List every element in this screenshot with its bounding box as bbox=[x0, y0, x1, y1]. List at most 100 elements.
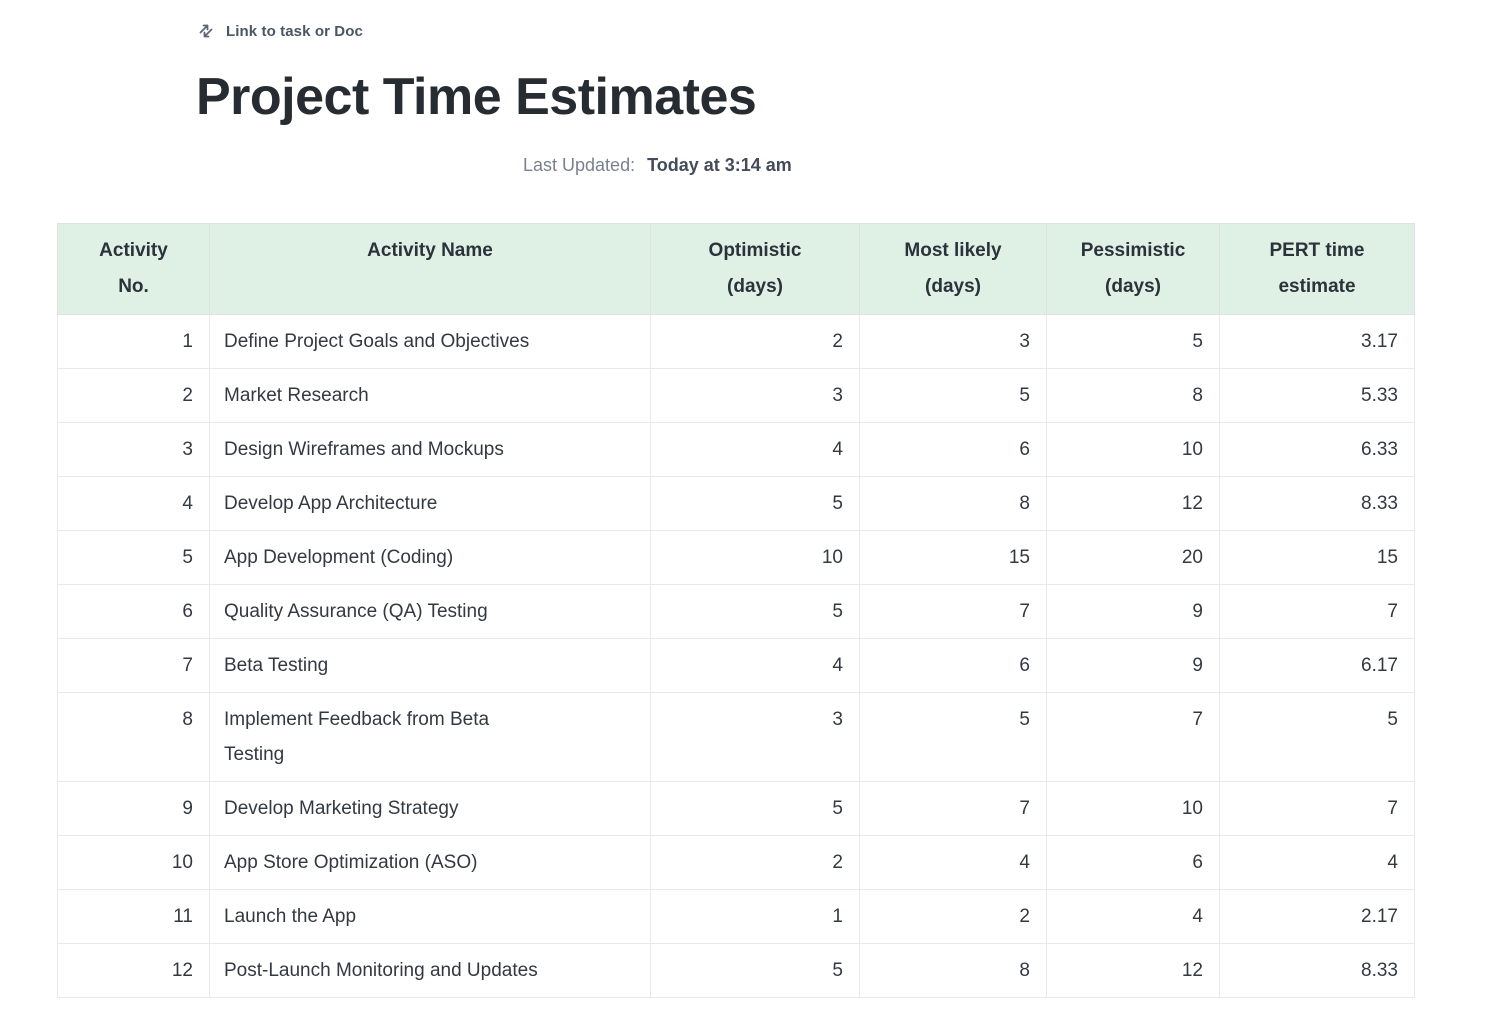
cell-optimistic[interactable]: 4 bbox=[650, 422, 860, 477]
cell-most_likely[interactable]: 5 bbox=[859, 692, 1047, 782]
cell-most_likely[interactable]: 6 bbox=[859, 638, 1047, 693]
cell-pert[interactable]: 8.33 bbox=[1219, 943, 1415, 998]
cell-pessimistic[interactable]: 4 bbox=[1046, 889, 1220, 944]
table-row: 5 App Development (Coding) 10 15 20 15 bbox=[57, 530, 1415, 585]
cell-most_likely[interactable]: 6 bbox=[859, 422, 1047, 477]
cell-pert[interactable]: 6.33 bbox=[1219, 422, 1415, 477]
last-updated-label: Last Updated: bbox=[523, 155, 636, 175]
cell-no[interactable]: 10 bbox=[57, 835, 210, 890]
table-row: 4 Develop App Architecture 5 8 12 8.33 bbox=[57, 476, 1415, 531]
page-title[interactable]: Project Time Estimates bbox=[196, 68, 757, 126]
link-to-task-button[interactable]: Link to task or Doc bbox=[196, 20, 1414, 42]
cell-no[interactable]: 2 bbox=[57, 368, 210, 423]
table-row: 2 Market Research 3 5 8 5.33 bbox=[57, 368, 1415, 423]
cell-pert[interactable]: 7 bbox=[1219, 781, 1415, 836]
cell-most_likely[interactable]: 8 bbox=[859, 476, 1047, 531]
cell-optimistic[interactable]: 5 bbox=[650, 943, 860, 998]
table-row: 1 Define Project Goals and Objectives 2 3 5 3… bbox=[57, 314, 1415, 369]
sync-arrows-icon bbox=[196, 21, 216, 41]
column-header[interactable]: Most likely (days) bbox=[859, 223, 1047, 315]
cell-most_likely[interactable]: 5 bbox=[859, 368, 1047, 423]
table-row: 10 App Store Optimization (ASO) 2 4 6 4 bbox=[57, 835, 1415, 890]
cell-optimistic[interactable]: 2 bbox=[650, 835, 860, 890]
cell-no[interactable]: 4 bbox=[57, 476, 210, 531]
cell-pessimistic[interactable]: 12 bbox=[1046, 476, 1220, 531]
cell-most_likely[interactable]: 8 bbox=[859, 943, 1047, 998]
cell-no[interactable]: 5 bbox=[57, 530, 210, 585]
cell-pert[interactable]: 3.17 bbox=[1219, 314, 1415, 369]
column-header[interactable]: Activity Name bbox=[209, 223, 651, 315]
cell-optimistic[interactable]: 3 bbox=[650, 692, 860, 782]
cell-no[interactable]: 7 bbox=[57, 638, 210, 693]
cell-pessimistic[interactable]: 9 bbox=[1046, 638, 1220, 693]
cell-pessimistic[interactable]: 9 bbox=[1046, 584, 1220, 639]
cell-name[interactable]: App Store Optimization (ASO) bbox=[209, 835, 651, 890]
cell-name[interactable]: Define Project Goals and Objectives bbox=[209, 314, 651, 369]
cell-pert[interactable]: 2.17 bbox=[1219, 889, 1415, 944]
cell-name[interactable]: Beta Testing bbox=[209, 638, 651, 693]
cell-pert[interactable]: 4 bbox=[1219, 835, 1415, 890]
cell-optimistic[interactable]: 5 bbox=[650, 781, 860, 836]
table-row: 8 Implement Feedback from Beta Testing 3 5 7… bbox=[57, 692, 1415, 782]
cell-no[interactable]: 1 bbox=[57, 314, 210, 369]
cell-name[interactable]: Post-Launch Monitoring and Updates bbox=[209, 943, 651, 998]
cell-no[interactable]: 9 bbox=[57, 781, 210, 836]
cell-pert[interactable]: 5.33 bbox=[1219, 368, 1415, 423]
cell-most_likely[interactable]: 15 bbox=[859, 530, 1047, 585]
cell-optimistic[interactable]: 10 bbox=[650, 530, 860, 585]
cell-optimistic[interactable]: 2 bbox=[650, 314, 860, 369]
link-to-task-label: Link to task or Doc bbox=[226, 22, 363, 40]
last-updated-value: Today at 3:14 am bbox=[647, 155, 792, 175]
cell-name[interactable]: Quality Assurance (QA) Testing bbox=[209, 584, 651, 639]
cell-name[interactable]: Market Research bbox=[209, 368, 651, 423]
cell-pert[interactable]: 5 bbox=[1219, 692, 1415, 782]
cell-pessimistic[interactable]: 6 bbox=[1046, 835, 1220, 890]
cell-name[interactable]: Design Wireframes and Mockups bbox=[209, 422, 651, 477]
cell-most_likely[interactable]: 4 bbox=[859, 835, 1047, 890]
cell-name[interactable]: Develop Marketing Strategy bbox=[209, 781, 651, 836]
cell-most_likely[interactable]: 7 bbox=[859, 781, 1047, 836]
column-header[interactable]: Pessimistic (days) bbox=[1046, 223, 1220, 315]
cell-pessimistic[interactable]: 8 bbox=[1046, 368, 1220, 423]
table-body: 1 Define Project Goals and Objectives 2 3 5 3… bbox=[57, 314, 1415, 998]
cell-optimistic[interactable]: 1 bbox=[650, 889, 860, 944]
cell-pert[interactable]: 7 bbox=[1219, 584, 1415, 639]
cell-name[interactable]: Develop App Architecture bbox=[209, 476, 651, 531]
cell-optimistic[interactable]: 3 bbox=[650, 368, 860, 423]
cell-name[interactable]: App Development (Coding) bbox=[209, 530, 651, 585]
cell-most_likely[interactable]: 2 bbox=[859, 889, 1047, 944]
cell-no[interactable]: 11 bbox=[57, 889, 210, 944]
cell-optimistic[interactable]: 5 bbox=[650, 584, 860, 639]
cell-pessimistic[interactable]: 5 bbox=[1046, 314, 1220, 369]
cell-pessimistic[interactable]: 10 bbox=[1046, 781, 1220, 836]
column-header[interactable]: Activity No. bbox=[57, 223, 210, 315]
last-updated: Last Updated: Today at 3:14 am bbox=[523, 154, 1414, 176]
cell-most_likely[interactable]: 7 bbox=[859, 584, 1047, 639]
cell-no[interactable]: 6 bbox=[57, 584, 210, 639]
table-header-row: Activity No. Activity Name Optimistic (day… bbox=[57, 223, 1415, 315]
cell-no[interactable]: 3 bbox=[57, 422, 210, 477]
cell-no[interactable]: 12 bbox=[57, 943, 210, 998]
cell-pert[interactable]: 8.33 bbox=[1219, 476, 1415, 531]
table-row: 12 Post-Launch Monitoring and Updates 5 8 12… bbox=[57, 943, 1415, 998]
column-header[interactable]: Optimistic (days) bbox=[650, 223, 860, 315]
doc-content: Link to task or Doc Project Time Estimat… bbox=[57, 0, 1415, 998]
cell-name[interactable]: Implement Feedback from Beta Testing bbox=[209, 692, 651, 782]
cell-most_likely[interactable]: 3 bbox=[859, 314, 1047, 369]
cell-pessimistic[interactable]: 10 bbox=[1046, 422, 1220, 477]
cell-optimistic[interactable]: 5 bbox=[650, 476, 860, 531]
cell-pert[interactable]: 6.17 bbox=[1219, 638, 1415, 693]
table-row: 11 Launch the App 1 2 4 2.17 bbox=[57, 889, 1415, 944]
cell-pert[interactable]: 15 bbox=[1219, 530, 1415, 585]
table-row: 3 Design Wireframes and Mockups 4 6 10 6.33 bbox=[57, 422, 1415, 477]
column-header[interactable]: PERT time estimate bbox=[1219, 223, 1415, 315]
cell-pessimistic[interactable]: 7 bbox=[1046, 692, 1220, 782]
table-row: 7 Beta Testing 4 6 9 6.17 bbox=[57, 638, 1415, 693]
cell-pessimistic[interactable]: 20 bbox=[1046, 530, 1220, 585]
cell-name[interactable]: Launch the App bbox=[209, 889, 651, 944]
cell-pessimistic[interactable]: 12 bbox=[1046, 943, 1220, 998]
estimates-table: Activity No. Activity Name Optimistic (day… bbox=[57, 223, 1415, 998]
cell-no[interactable]: 8 bbox=[57, 692, 210, 782]
cell-optimistic[interactable]: 4 bbox=[650, 638, 860, 693]
table-row: 6 Quality Assurance (QA) Testing 5 7 9 7 bbox=[57, 584, 1415, 639]
